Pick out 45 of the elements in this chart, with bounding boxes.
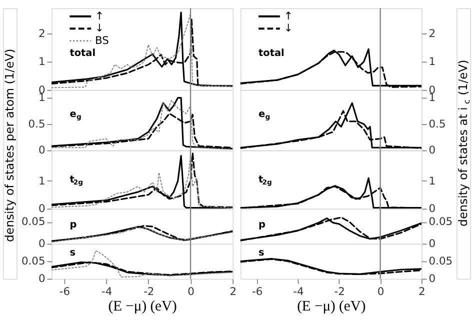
x-tick-label: 2	[418, 284, 426, 298]
x-tick-label: -4	[101, 284, 112, 298]
legend-label: BS	[94, 34, 110, 47]
y-tick-label: 0	[38, 144, 46, 157]
annotation: total	[70, 48, 96, 60]
y-axis-title: density of states per atom (1/eV)	[2, 48, 17, 242]
y2-tick-label: 0.05	[428, 215, 453, 228]
y2-tick-label: 2	[428, 26, 436, 40]
y-tick-label: 0	[38, 202, 46, 216]
x-tick-label: -2	[144, 284, 154, 298]
legend-label: ↓	[284, 22, 293, 35]
x-tick-label: 0	[377, 284, 384, 298]
y-tick-label: 0	[38, 272, 46, 286]
x-tick-label: -2	[334, 284, 345, 298]
y-tick-label: 1	[38, 174, 46, 188]
y-tick-label: 2	[38, 26, 46, 40]
y2-tick-label: 0	[428, 272, 436, 286]
x-tick-label: -4	[293, 284, 304, 298]
annotation: s	[258, 247, 265, 258]
y2-tick-label: 0	[428, 202, 436, 216]
legend-label: ↑	[284, 9, 293, 22]
annotation: p	[258, 219, 266, 230]
annotation: total	[258, 48, 284, 60]
y2-tick-label: 0	[428, 144, 436, 157]
x-tick-label: -6	[252, 284, 263, 298]
legend-label: ↓	[94, 22, 104, 35]
x-tick-label: 0	[188, 284, 195, 298]
y2-tick-label: 0.05	[428, 254, 453, 268]
x-tick-label: 2	[230, 284, 237, 298]
x-axis-title: (E −μ) (eV)	[108, 298, 178, 314]
y2-tick-label: 1	[428, 55, 436, 68]
annotation: p	[70, 219, 77, 230]
y-tick-label: 1	[38, 55, 46, 68]
annotation: s	[70, 247, 76, 258]
y2-tick-label: 0.5	[428, 117, 446, 130]
x-axis-title: (E −μ) (eV)	[297, 298, 366, 314]
y2-tick-label: 0	[428, 237, 436, 250]
y-tick-label: 0.05	[21, 215, 46, 228]
legend-label: ↑	[94, 9, 104, 22]
y-tick-label: 0.5	[28, 117, 46, 130]
y2-axis-title: density of states at ic (1/eV)	[456, 60, 472, 226]
y-tick-label: 0.05	[21, 254, 46, 268]
y-tick-label: 0	[38, 237, 46, 250]
x-tick-label: -6	[59, 284, 70, 298]
y2-tick-label: 1	[428, 174, 436, 188]
